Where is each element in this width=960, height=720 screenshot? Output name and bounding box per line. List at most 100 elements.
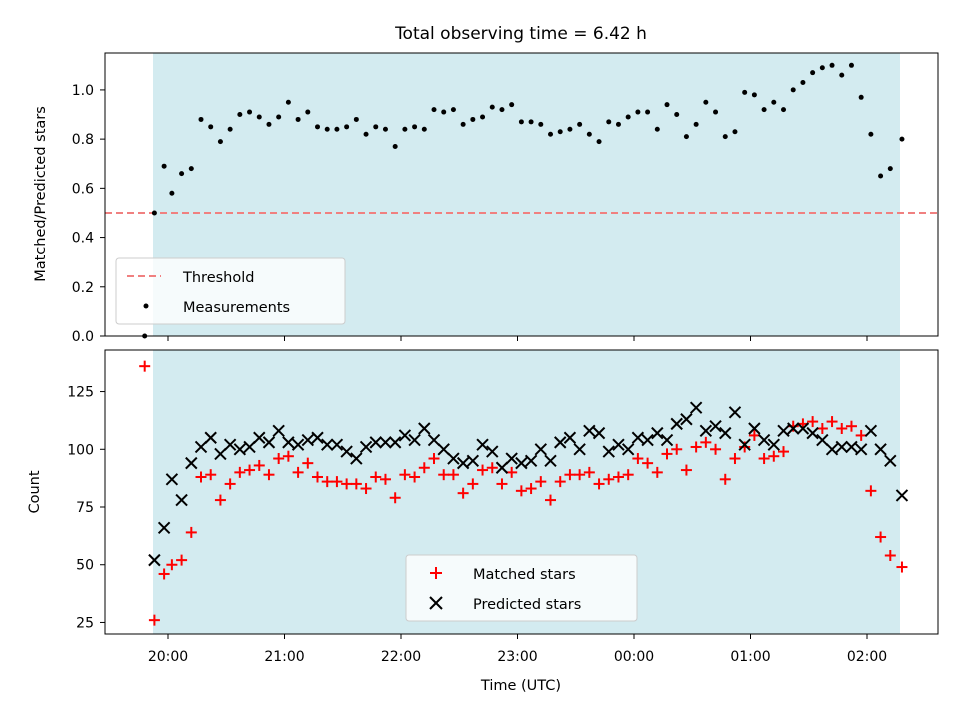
predicted-star-point	[253, 431, 266, 444]
count-y-tick-label: 25	[76, 615, 94, 631]
predicted-star-point	[767, 438, 781, 451]
matched-star-point	[302, 457, 314, 469]
measurement-point	[353, 116, 359, 122]
measurement-point	[489, 104, 495, 110]
ratio-legend-box	[115, 257, 346, 325]
predicted-star-point	[359, 440, 373, 454]
measurement-point	[256, 114, 262, 120]
predicted-star-point	[223, 438, 237, 451]
predicted-star-point	[495, 461, 509, 474]
count-legend: Matched stars Predicted stars	[405, 554, 638, 622]
matched-star-point	[564, 469, 576, 481]
measurement-point	[227, 126, 233, 132]
matched-star-point	[428, 453, 440, 465]
measurement-point	[363, 131, 369, 137]
measurement-point	[208, 124, 214, 130]
matched-star-point	[758, 453, 770, 465]
measurement-point	[645, 109, 651, 115]
measurement-point	[819, 65, 825, 71]
measurement-point	[460, 121, 466, 127]
matched-star-point	[447, 469, 459, 481]
count-legend-box	[405, 554, 638, 622]
measurement-point	[878, 173, 884, 179]
legend-predicted-label: Predicted stars	[473, 597, 581, 613]
predicted-star-point	[854, 443, 868, 456]
ratio-y-label: Matched/Predicted stars	[33, 106, 49, 282]
matched-star-point	[807, 416, 819, 428]
predicted-star-point	[282, 436, 295, 449]
count-y-tick-label: 75	[76, 500, 94, 516]
count-x-tick-label: 23:00	[497, 649, 537, 665]
measurement-point	[402, 126, 408, 132]
measurement-point	[596, 139, 602, 145]
predicted-star-point	[515, 456, 528, 470]
predicted-star-point	[301, 433, 315, 447]
predicted-star-point	[602, 445, 615, 458]
measurement-point	[315, 124, 321, 130]
legend-matched-swatch	[430, 567, 442, 579]
predicted-star-point	[262, 436, 276, 449]
measurement-point	[237, 112, 243, 118]
matched-star-point	[418, 462, 430, 474]
matched-star-point	[710, 443, 722, 455]
predicted-star-point	[544, 454, 557, 468]
matched-star-point	[700, 436, 712, 448]
predicted-star-point	[194, 440, 208, 454]
matched-star-point	[719, 473, 731, 485]
matched-star-point	[176, 554, 188, 566]
matched-star-point	[661, 448, 673, 460]
predicted-star-point	[534, 443, 548, 456]
predicted-star-point	[748, 422, 761, 435]
predicted-star-point	[456, 456, 470, 470]
matched-star-point	[158, 568, 170, 580]
matched-star-point	[457, 487, 469, 499]
predicted-star-point	[670, 417, 683, 431]
measurement-point	[829, 62, 835, 68]
predicted-star-point	[272, 424, 285, 438]
measurement-point	[217, 139, 223, 145]
predicted-star-point	[388, 436, 402, 449]
measurement-point	[295, 116, 301, 122]
matched-star-point	[836, 423, 848, 435]
predicted-star-point	[427, 433, 441, 447]
matched-star-point	[816, 423, 828, 435]
matched-star-point	[331, 476, 343, 488]
matched-star-point	[632, 453, 644, 465]
predicted-star-point	[175, 493, 188, 507]
matched-star-point	[622, 469, 634, 481]
measurement-point	[169, 190, 175, 196]
measurement-point	[848, 62, 854, 68]
predicted-star-point	[408, 433, 421, 447]
predicted-star-point	[311, 431, 324, 444]
matched-star-point	[244, 464, 256, 476]
matched-star-point	[234, 466, 246, 478]
matched-star-point	[399, 469, 411, 481]
matched-star-point	[477, 464, 489, 476]
matched-star-point	[253, 459, 265, 471]
matched-star-point	[409, 471, 421, 483]
measurement-point	[151, 210, 157, 216]
matched-star-point	[486, 462, 498, 474]
ratio-y-tick-label: 1.0	[72, 83, 94, 99]
matched-star-point	[845, 420, 857, 432]
matched-star-point	[224, 478, 236, 490]
matched-star-point	[671, 443, 683, 455]
measurement-point	[324, 126, 330, 132]
count-y-tick-label: 50	[76, 558, 94, 574]
measurement-point	[674, 112, 680, 118]
matched-star-point	[370, 471, 382, 483]
measurement-point	[586, 131, 592, 137]
count-x-tick-label: 20:00	[148, 649, 188, 665]
matched-star-point	[185, 526, 197, 538]
matched-star-point	[379, 473, 391, 485]
predicted-star-point	[895, 489, 909, 502]
predicted-star-point	[583, 424, 596, 438]
measurement-point	[161, 163, 167, 169]
matched-star-point	[603, 473, 615, 485]
count-plot-frame	[104, 349, 939, 635]
matched-star-point	[593, 478, 605, 490]
matched-star-point	[778, 446, 790, 458]
predicted-star-point	[185, 456, 198, 470]
legend-measurement-label: Measurements	[183, 300, 290, 316]
count-x-axis: 20:00 21:00 22:00 23:00 00:00 01:00 02:00	[148, 634, 887, 665]
